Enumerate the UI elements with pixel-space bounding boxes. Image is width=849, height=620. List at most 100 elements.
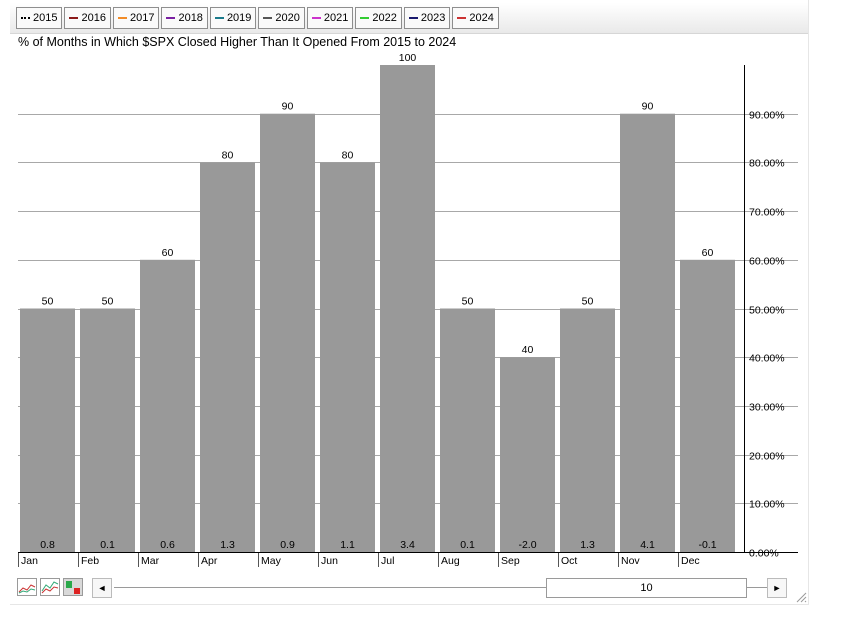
legend-label: 2017	[129, 12, 155, 24]
y-tick-label: 20.00%	[749, 451, 785, 463]
bar-value-label: 50	[582, 296, 594, 308]
legend-item-2022[interactable]: 2022	[355, 7, 402, 29]
x-tick-label: Oct	[561, 555, 577, 567]
bar-value-label: 80	[342, 149, 354, 161]
bar-bottom-label: -2.0	[518, 539, 536, 551]
y-tick-label: 80.00%	[749, 158, 785, 170]
bar-value-label: 80	[222, 149, 234, 161]
bar-jun	[320, 162, 375, 552]
scroll-left-button[interactable]: ◄	[92, 578, 112, 598]
legend-label: 2020	[275, 12, 300, 24]
legend-item-2018[interactable]: 2018	[161, 7, 208, 29]
legend-swatch-icon	[408, 17, 418, 19]
legend-label: 2018	[178, 12, 203, 24]
x-tick-label: Jul	[381, 555, 394, 567]
y-tick-label: 60.00%	[749, 256, 785, 268]
x-tick-label: Mar	[141, 555, 160, 567]
bar-bottom-label: 1.1	[340, 539, 355, 551]
legend-swatch-icon	[457, 17, 467, 19]
x-tick-label: Nov	[621, 555, 640, 567]
chart-title: % of Months in Which $SPX Closed Higher …	[18, 35, 457, 49]
x-tick-label: Aug	[441, 555, 460, 567]
bar-dec	[680, 259, 735, 552]
scroll-right-button[interactable]: ►	[767, 578, 787, 598]
bar-value-label: 50	[42, 296, 54, 308]
legend-items: 2015 2016 2017 2018 2019 2020 2021 2022 2023 2024	[16, 7, 501, 29]
bar-chart-thumbnail-icon[interactable]	[63, 578, 83, 596]
bar-value-label: 100	[399, 52, 417, 64]
bar-value-label: 90	[282, 101, 294, 113]
legend-item-2015[interactable]: 2015	[16, 7, 63, 29]
bar-apr	[200, 162, 255, 552]
legend-swatch-icon	[263, 17, 273, 19]
bar-bottom-label: 0.1	[100, 539, 115, 551]
legend-item-2024[interactable]: 2024	[452, 7, 499, 29]
bar-value-label: 40	[522, 344, 534, 356]
bar-sep	[500, 357, 555, 552]
legend-label: 2016	[81, 12, 106, 24]
legend-label: 2022	[372, 12, 397, 24]
y-tick-label: 50.00%	[749, 305, 785, 317]
bar-bottom-label: 0.8	[40, 539, 55, 551]
bottom-toolbar: ◄ 10 ►	[10, 574, 808, 604]
legend-swatch-icon	[311, 17, 321, 19]
x-tick-label: Dec	[681, 555, 700, 567]
bar-jan	[20, 308, 75, 552]
bar-aug	[440, 308, 495, 552]
legend-swatch-icon	[166, 17, 176, 19]
bar-jul	[380, 65, 435, 552]
legend-label: 2021	[323, 12, 349, 24]
legend-swatch-icon	[117, 17, 127, 19]
legend-label: 2019	[226, 12, 252, 24]
y-tick-label: 70.00%	[749, 207, 785, 219]
legend-item-2016[interactable]: 2016	[64, 7, 111, 29]
legend-item-2021[interactable]: 2021	[306, 7, 354, 29]
bar-nov	[620, 113, 675, 552]
bar-value-label: 60	[702, 247, 714, 259]
bar-mar	[140, 259, 195, 552]
bar-bottom-label: 4.1	[640, 539, 655, 551]
bar-bottom-label: 0.1	[460, 539, 475, 551]
legend-swatch-icon	[214, 17, 224, 19]
bar-value-label: 50	[102, 296, 114, 308]
multi-line-thumbnail-icon[interactable]	[40, 578, 60, 596]
legend-label: 2023	[420, 12, 446, 24]
legend-label: 2015	[33, 12, 58, 24]
y-tick-label: 90.00%	[749, 110, 785, 122]
bar-bottom-label: 1.3	[580, 539, 595, 551]
legend-item-2023[interactable]: 2023	[403, 7, 451, 29]
resize-grip-icon[interactable]	[795, 591, 807, 603]
x-tick-label: Jan	[21, 555, 38, 567]
bar-bottom-label: 1.3	[220, 539, 235, 551]
scroll-handle[interactable]: 10	[546, 578, 747, 598]
y-tick-label: 30.00%	[749, 402, 785, 414]
y-tick-label: 0.00%	[749, 548, 779, 560]
legend-label: 2024	[469, 12, 494, 24]
bar-may	[260, 113, 315, 552]
legend-swatch-icon	[21, 17, 30, 19]
y-tick-label: 40.00%	[749, 353, 785, 365]
x-tick-label: Feb	[81, 555, 99, 567]
bar-feb	[80, 308, 135, 552]
line-chart-thumbnail-icon[interactable]	[17, 578, 37, 596]
x-tick-label: Jun	[321, 555, 338, 567]
bar-bottom-label: 0.9	[280, 539, 295, 551]
legend-bar: 2015 2016 2017 2018 2019 2020 2021 2022 2023 2024	[10, 3, 808, 34]
bar-value-label: 60	[162, 247, 174, 259]
scroll-track[interactable]	[114, 587, 770, 588]
bar-value-label: 50	[462, 296, 474, 308]
legend-swatch-icon	[69, 17, 79, 19]
legend-swatch-icon	[360, 17, 370, 19]
y-tick-label: 10.00%	[749, 499, 785, 511]
bar-bottom-label: 0.6	[160, 539, 175, 551]
bar-bottom-label: 3.4	[400, 539, 415, 551]
bar-value-label: 90	[642, 101, 654, 113]
bar-bottom-label: -0.1	[698, 539, 716, 551]
bar-oct	[560, 308, 615, 552]
x-tick-label: May	[261, 555, 282, 567]
x-tick-label: Apr	[201, 555, 218, 567]
legend-item-2020[interactable]: 2020	[258, 7, 305, 29]
legend-item-2019[interactable]: 2019	[209, 7, 257, 29]
legend-item-2017[interactable]: 2017	[112, 7, 160, 29]
